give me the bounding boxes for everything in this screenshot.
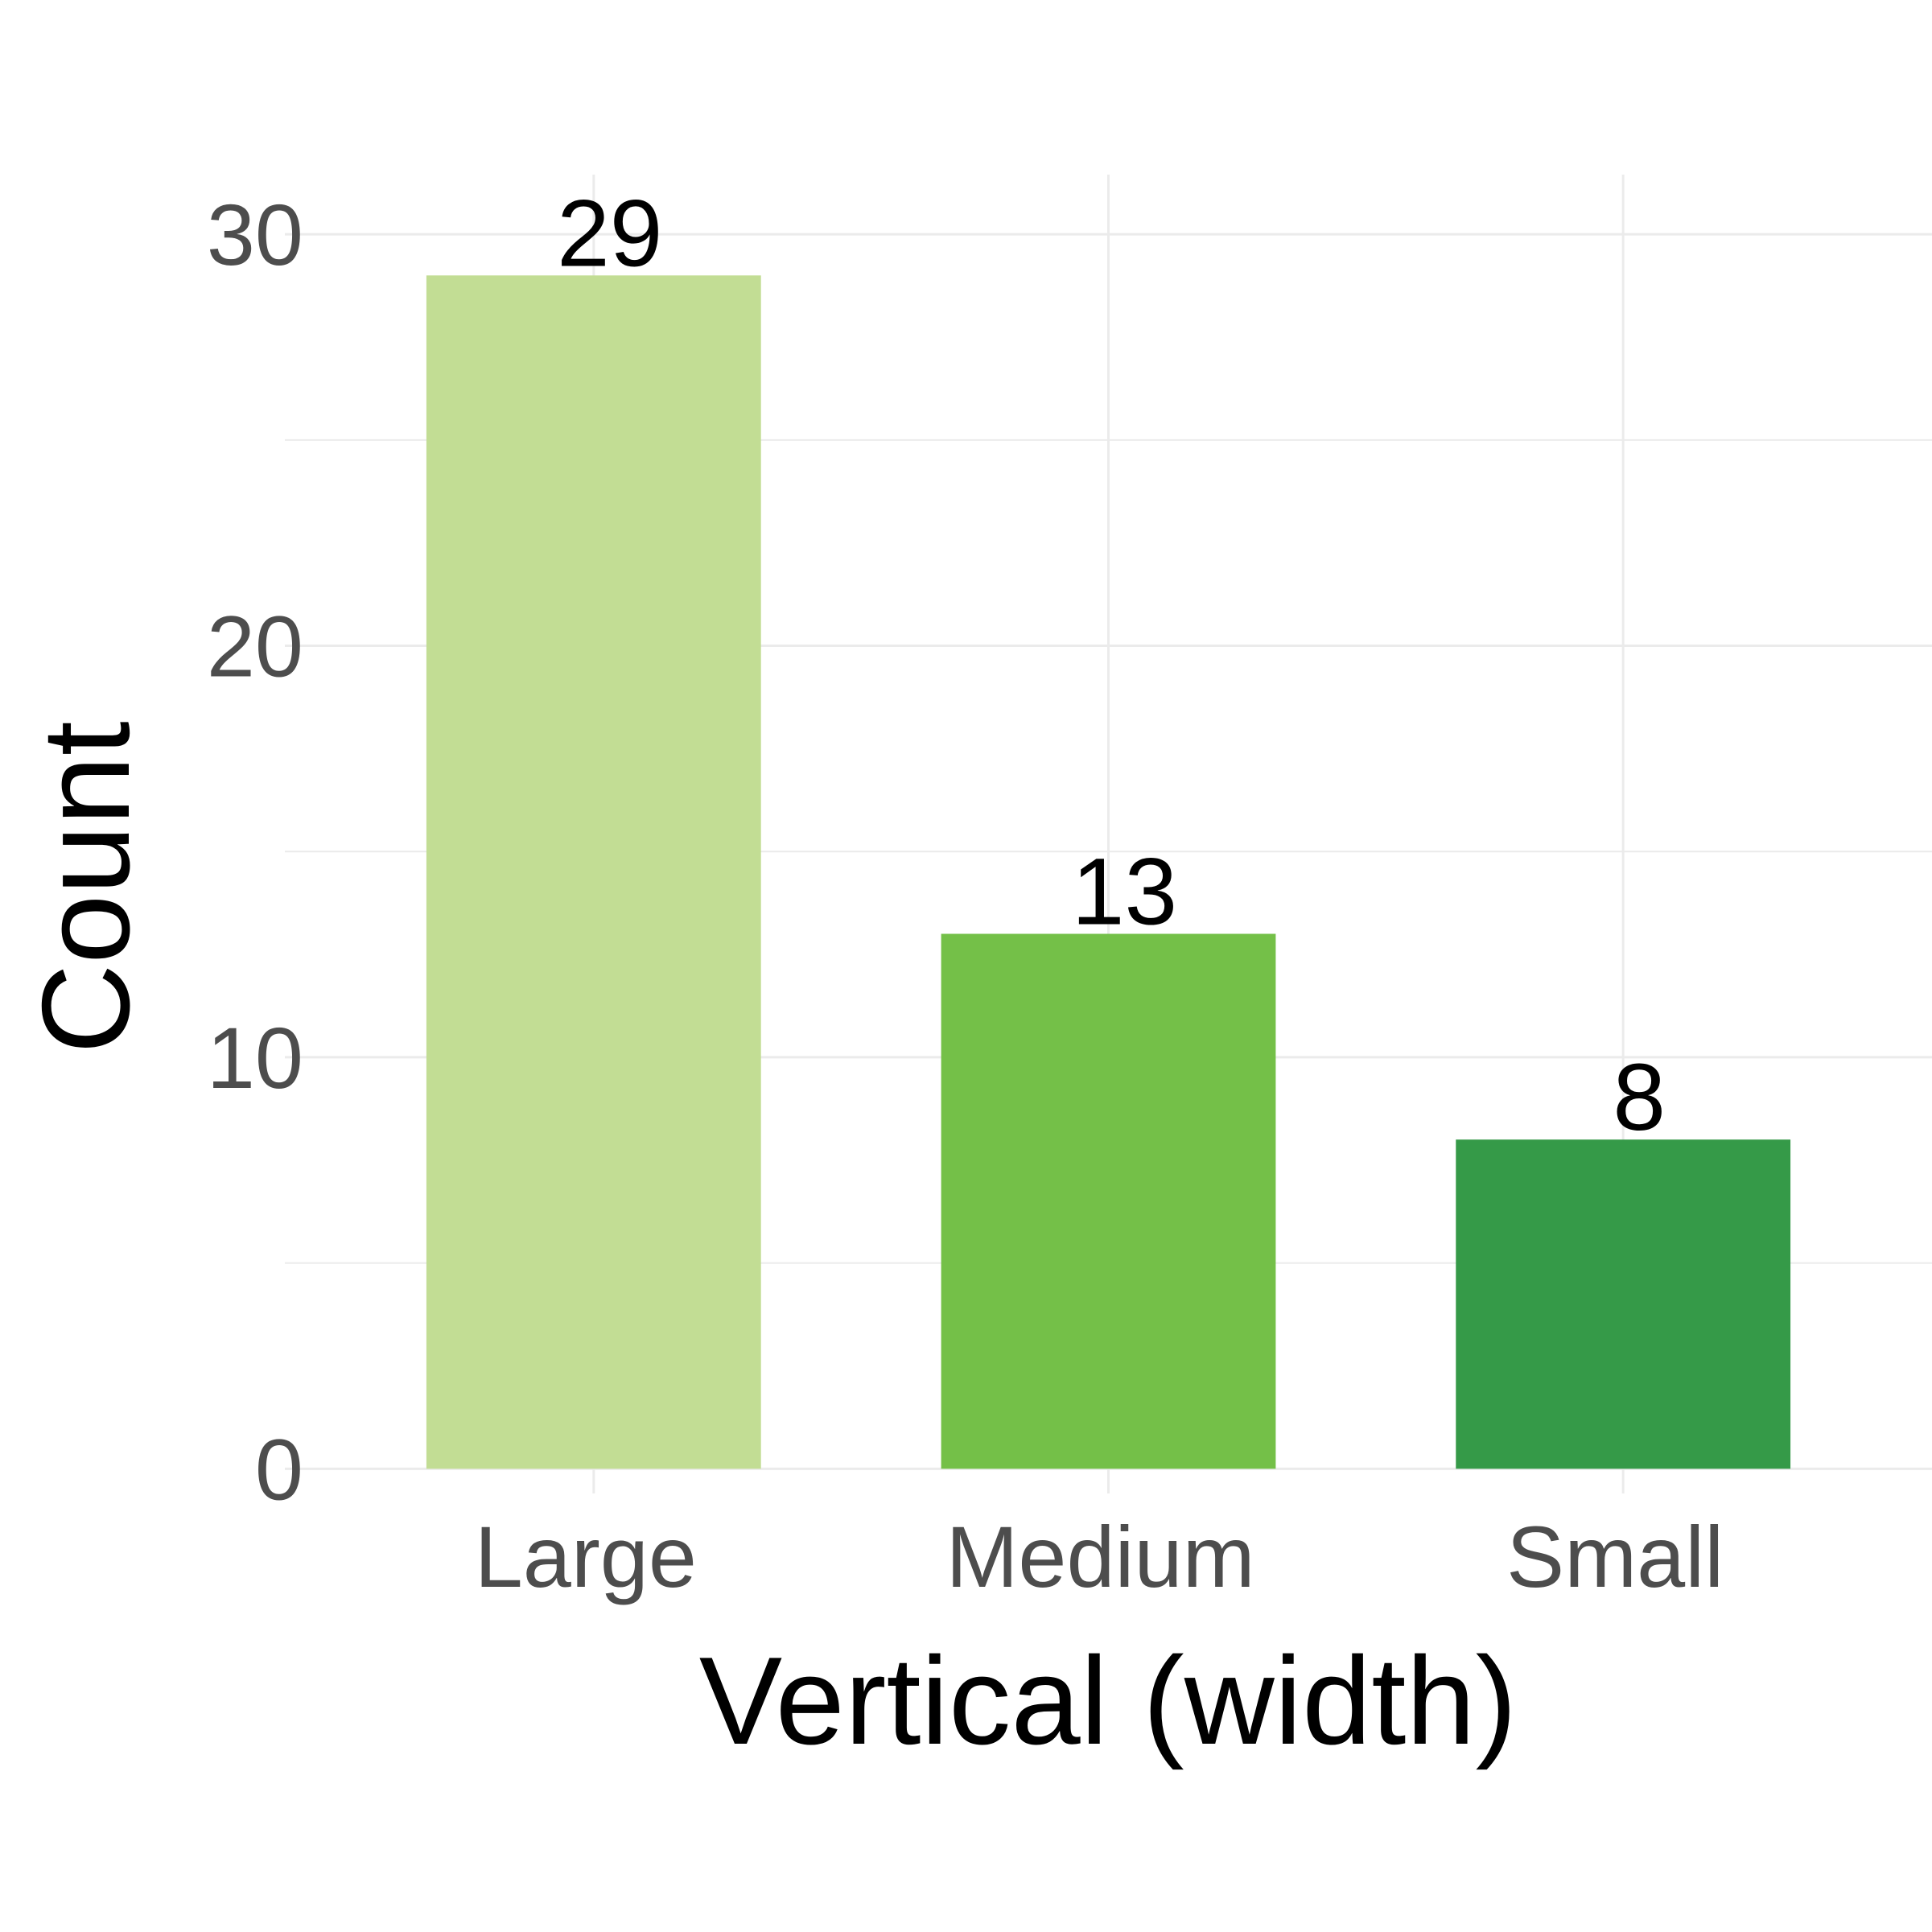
x-tick-label: Small	[1506, 1508, 1724, 1605]
bar	[941, 933, 1276, 1469]
y-tick-label: 10	[207, 1009, 303, 1106]
data-label: 29	[557, 180, 662, 286]
data-label: 13	[1072, 839, 1177, 945]
bar	[426, 275, 761, 1469]
y-tick-label: 0	[255, 1420, 303, 1518]
y-tick-label: 20	[207, 598, 303, 695]
x-axis-title: Vertical (width)	[699, 1631, 1517, 1770]
x-tick-label: Medium	[945, 1508, 1254, 1605]
x-tick-label: Large	[475, 1508, 697, 1605]
data-label: 8	[1613, 1044, 1666, 1151]
y-tick-label: 30	[207, 186, 303, 283]
y-axis-title: Count	[16, 721, 155, 1054]
bar	[1456, 1139, 1791, 1469]
